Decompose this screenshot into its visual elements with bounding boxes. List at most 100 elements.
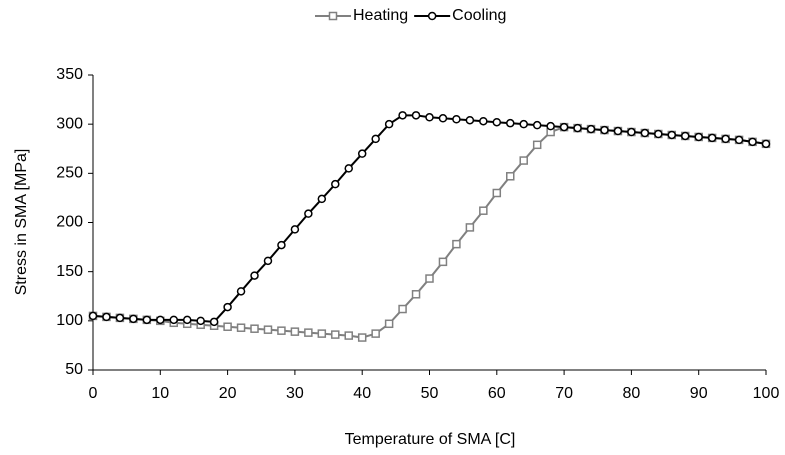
- marker: [236, 287, 246, 296]
- marker: [223, 302, 232, 312]
- marker: [290, 327, 300, 336]
- marker: [398, 304, 407, 314]
- marker: [398, 111, 407, 120]
- marker: [304, 328, 313, 337]
- marker: [532, 120, 542, 130]
- marker: [707, 133, 717, 143]
- legend-marker: [328, 11, 338, 21]
- marker: [317, 194, 327, 204]
- marker: [694, 132, 703, 142]
- x-axis-label: Temperature of SMA [C]: [345, 431, 516, 448]
- x-tick-label: 10: [151, 385, 169, 402]
- marker: [250, 271, 259, 280]
- marker: [546, 121, 555, 131]
- marker: [640, 128, 650, 138]
- marker: [425, 113, 434, 122]
- marker: [156, 315, 165, 325]
- marker: [384, 319, 394, 329]
- marker: [169, 315, 179, 325]
- marker: [506, 118, 515, 128]
- marker: [479, 116, 488, 126]
- x-tick-label: 30: [286, 385, 304, 402]
- marker: [452, 239, 461, 249]
- x-tick-label: 20: [219, 385, 237, 402]
- marker: [331, 330, 340, 339]
- x-tick-label: 0: [89, 385, 98, 402]
- legend-label: Heating: [353, 7, 408, 24]
- marker: [559, 122, 569, 132]
- marker: [344, 164, 353, 173]
- marker: [129, 314, 138, 324]
- marker: [613, 126, 623, 136]
- marker: [263, 325, 273, 334]
- marker: [425, 274, 434, 283]
- marker: [223, 322, 232, 331]
- marker: [371, 134, 380, 144]
- marker: [761, 139, 771, 149]
- marker: [519, 156, 528, 165]
- marker: [573, 123, 582, 133]
- y-tick-label: 100: [56, 312, 83, 329]
- marker: [438, 114, 448, 123]
- y-tick-label: 300: [56, 115, 83, 132]
- y-tick-label: 150: [56, 263, 83, 280]
- marker: [250, 324, 259, 333]
- marker: [357, 333, 367, 342]
- y-tick-label: 50: [65, 361, 83, 378]
- marker: [627, 127, 636, 137]
- marker: [88, 311, 98, 321]
- marker: [519, 119, 528, 129]
- marker: [290, 225, 300, 234]
- marker: [600, 125, 609, 135]
- marker: [196, 316, 205, 326]
- marker: [331, 179, 340, 189]
- marker: [182, 315, 192, 325]
- marker: [734, 135, 744, 145]
- legend-label: Cooling: [452, 7, 506, 24]
- marker: [586, 124, 596, 134]
- marker: [277, 240, 286, 250]
- legend-marker: [427, 11, 437, 21]
- y-axis-label: Stress in SMA [MPa]: [13, 149, 30, 296]
- y-tick-label: 200: [56, 214, 83, 231]
- x-tick-label: 60: [488, 385, 506, 402]
- marker: [344, 331, 353, 340]
- marker: [263, 256, 273, 266]
- marker: [438, 257, 448, 267]
- marker: [411, 111, 421, 120]
- marker: [532, 140, 542, 150]
- marker: [384, 119, 394, 129]
- marker: [357, 149, 367, 158]
- marker: [371, 329, 380, 338]
- x-tick-label: 50: [421, 385, 439, 402]
- marker: [748, 137, 757, 147]
- marker: [452, 115, 461, 124]
- marker: [680, 131, 690, 141]
- marker: [479, 206, 488, 215]
- x-tick-label: 90: [690, 385, 708, 402]
- marker: [411, 290, 421, 299]
- x-tick-label: 100: [753, 385, 780, 402]
- series-line: [92, 126, 767, 339]
- marker: [209, 317, 219, 327]
- marker: [465, 115, 475, 125]
- marker: [304, 209, 313, 218]
- marker: [506, 172, 515, 181]
- y-tick-label: 250: [56, 165, 83, 182]
- marker: [115, 313, 125, 323]
- x-tick-label: 70: [555, 385, 573, 402]
- marker: [317, 329, 327, 338]
- marker: [492, 188, 502, 198]
- marker: [667, 130, 677, 140]
- x-tick-label: 80: [623, 385, 641, 402]
- x-tick-label: 40: [353, 385, 371, 402]
- marker: [465, 223, 475, 232]
- marker: [492, 117, 502, 127]
- marker: [721, 134, 730, 144]
- marker: [102, 312, 111, 322]
- series-line: [92, 114, 767, 323]
- marker: [277, 326, 286, 335]
- marker: [236, 323, 246, 332]
- y-tick-label: 350: [56, 66, 83, 83]
